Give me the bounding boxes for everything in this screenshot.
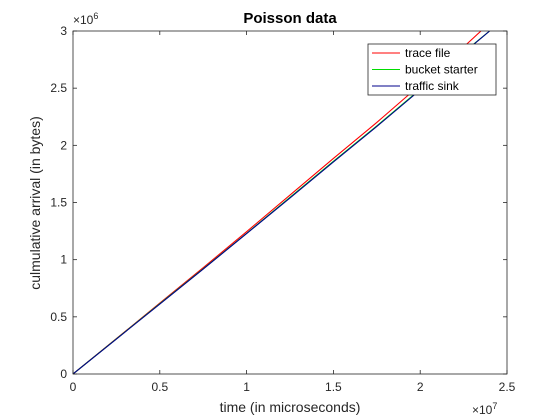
y-tick-label: 2.5 xyxy=(50,81,67,95)
chart-title: Poisson data xyxy=(243,10,337,27)
y-axis-ticks: 0 0.5 1 1.5 2 2.5 3 xyxy=(50,24,507,381)
y-tick-label: 1 xyxy=(60,253,67,267)
y-tick-label: 2 xyxy=(60,138,67,152)
x-tick-label: 0 xyxy=(70,380,77,394)
x-axis-exponent: ×107 xyxy=(472,401,497,417)
x-tick-label: 1.5 xyxy=(325,380,342,394)
legend: trace file bucket starter traffic sink xyxy=(367,43,497,96)
x-axis-label: time (in microseconds) xyxy=(220,399,361,415)
y-tick-label: 0.5 xyxy=(50,310,67,324)
y-tick-label: 1.5 xyxy=(50,196,67,210)
legend-label: trace file xyxy=(405,46,451,60)
legend-label: traffic sink xyxy=(405,79,460,93)
y-tick-label: 3 xyxy=(60,24,67,38)
x-tick-label: 2 xyxy=(417,380,424,394)
legend-label: bucket starter xyxy=(405,63,478,77)
x-tick-label: 2.5 xyxy=(499,380,516,394)
x-tick-label: 0.5 xyxy=(151,380,168,394)
y-axis-exponent: ×106 xyxy=(73,11,98,27)
x-tick-label: 1 xyxy=(243,380,250,394)
x-axis-ticks: 0 0.5 1 1.5 2 2.5 xyxy=(70,31,516,394)
y-axis-label: culmulative arrival (in bytes) xyxy=(27,116,43,290)
y-tick-label: 0 xyxy=(60,367,67,381)
